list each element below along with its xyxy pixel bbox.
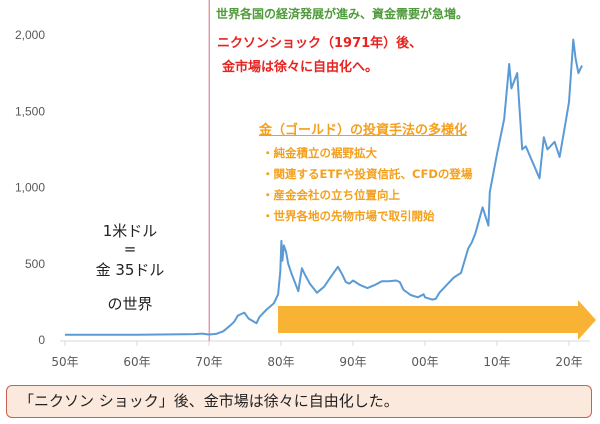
orange-item: ・関連するETFや投資信託、CFDの登場 — [262, 167, 473, 181]
green-annotation: 世界各国の経済発展が進み、資金需要が急増。 — [216, 7, 469, 21]
x-tick-label: 20年 — [555, 355, 582, 369]
red-annotation-2: 金市場は徐々に自由化へ。 — [222, 60, 379, 75]
y-tick-label: 1,000 — [15, 181, 45, 195]
orange-heading: 金（ゴールド）の投資手法の多様化 — [259, 123, 468, 138]
orange-item: ・純金積立の裾野拡大 — [262, 146, 377, 160]
orange-item: ・産金会社の立ち位置向上 — [262, 188, 400, 202]
y-tick-label: 0 — [38, 333, 45, 347]
left-text: 1米ドル — [102, 222, 158, 240]
gold-price-line — [65, 38, 583, 336]
x-tick-label: 10年 — [483, 355, 510, 369]
y-tick-label: 2,000 — [15, 28, 45, 42]
liberalization-arrow — [278, 300, 596, 340]
x-tick-label: 60年 — [123, 355, 150, 369]
x-tick-label: 80年 — [267, 355, 294, 369]
orange-item: ・世界各地の先物市場で取引開始 — [262, 209, 435, 223]
red-annotation-1: ニクソンショック（1971年）後、 — [217, 36, 423, 51]
left-text: 金 35ドル — [95, 261, 165, 279]
y-tick-label: 500 — [25, 257, 45, 271]
x-tick-label: 90年 — [339, 355, 366, 369]
x-tick-label: 50年 — [51, 355, 78, 369]
x-tick-label: 70年 — [195, 355, 222, 369]
left-text: の世界 — [107, 295, 153, 313]
left-text: = — [123, 240, 137, 258]
y-tick-label: 1,500 — [15, 104, 45, 118]
x-tick-label: 00年 — [411, 355, 438, 369]
bottom-note: 「ニクソン ショック」後、金市場は徐々に自由化した。 — [6, 385, 592, 418]
